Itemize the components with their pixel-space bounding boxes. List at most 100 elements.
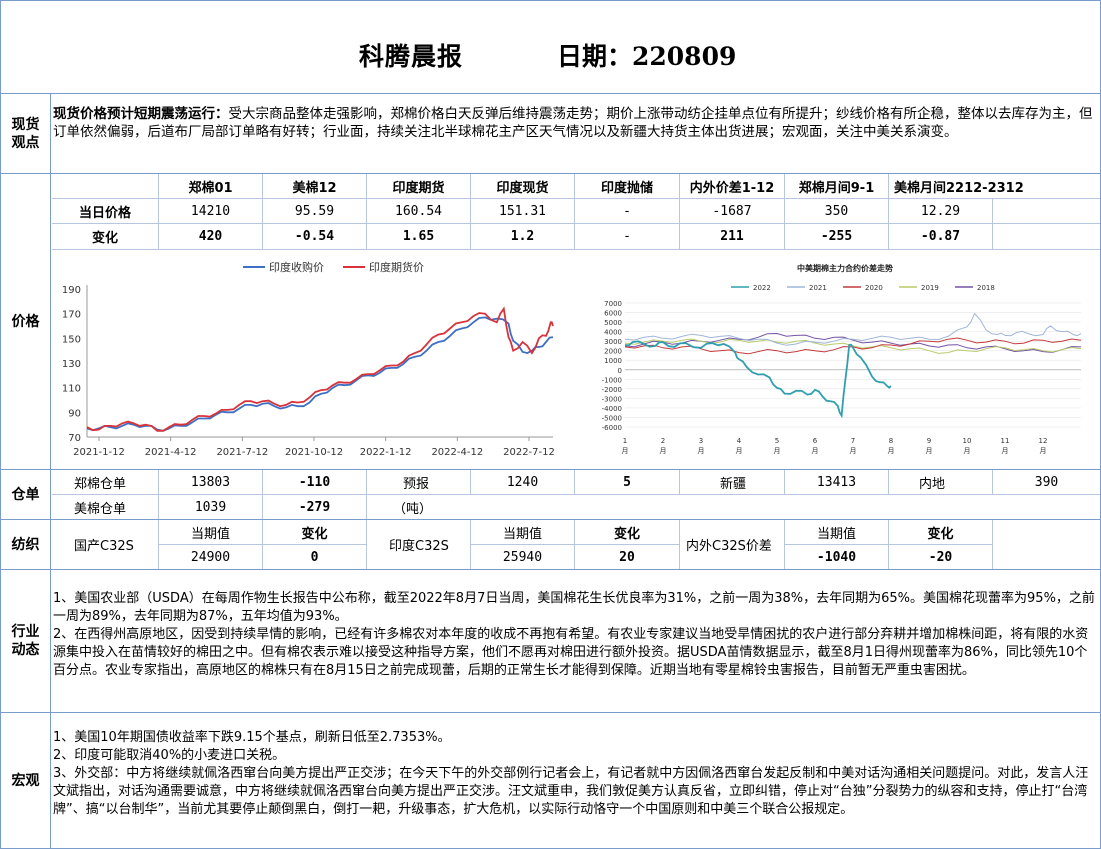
xinjiang-label: 新疆 <box>680 470 785 495</box>
domestic-yarn-value: 24900 <box>159 545 263 569</box>
change-value: 1.65 <box>367 224 471 250</box>
x-tick-label: 11 <box>1001 437 1010 445</box>
x-tick-label: 月 <box>926 447 933 455</box>
x-tick-label: 2022-1-12 <box>360 447 412 458</box>
x-tick-label: 月 <box>1002 447 1009 455</box>
x-tick-label: 7 <box>851 437 855 445</box>
y-tick-label: -1000 <box>602 376 622 384</box>
today-price-value: 350 <box>785 199 889 224</box>
legend-label: 2018 <box>977 284 995 292</box>
y-tick-label: 3000 <box>604 338 622 346</box>
legend-label: 2020 <box>865 284 883 292</box>
legend-label: 印度期货价 <box>369 260 424 274</box>
x-tick-label: 月 <box>850 447 857 455</box>
textile-section: 纺织 国产C32S 当期值 变化 24900 0 印度C32S 当期值 变化 2… <box>0 520 1101 570</box>
forecast-label: 预报 <box>367 470 471 495</box>
today-price-label: 当日价格 <box>52 199 159 224</box>
industry-label: 行业 动态 <box>1 570 51 712</box>
industry-paragraph: 1、美国农业部（USDA）在每周作物生长报告中公布称，截至2022年8月7日当周… <box>53 591 1095 624</box>
y-tick-label: 150 <box>62 334 81 345</box>
macro-paragraph: 2、印度可能取消40%的小麦进口关税。 <box>53 748 286 763</box>
x-tick-label: 月 <box>774 447 781 455</box>
today-price-value: 12.29 <box>889 199 993 224</box>
yarn-spread-value: -1040 <box>785 545 889 569</box>
change-header: 变化 <box>575 520 680 545</box>
x-tick-label: 2021-4-12 <box>145 447 197 458</box>
macro-paragraph: 1、美国10年期国债收益率下跌9.15个基点，刷新日低至2.7353%。 <box>53 730 451 745</box>
report-header: 科腾晨报 日期：220809 <box>0 0 1101 94</box>
legend-label: 2019 <box>921 284 939 292</box>
empty-cell <box>993 224 1100 250</box>
change-value: 211 <box>680 224 785 250</box>
y-tick-label: 6000 <box>604 310 622 318</box>
x-tick-label: 10 <box>963 437 972 445</box>
empty-cell <box>993 199 1100 224</box>
legend-label: 2022 <box>753 284 771 292</box>
y-tick-label: -3000 <box>602 395 622 403</box>
empty-cell <box>993 520 1100 569</box>
india-yarn-label: 印度C32S <box>367 520 471 569</box>
spot-view-text: 现货价格预计短期震荡运行：受大宗商品整体走强影响，郑棉价格白天反弹后维持震荡走势… <box>53 105 1096 141</box>
price-header: 印度现货 <box>471 174 575 199</box>
domestic-yarn-change: 0 <box>263 545 367 569</box>
price-table-corner <box>52 174 159 199</box>
today-price-value: -1687 <box>680 199 785 224</box>
y-tick-label: -6000 <box>602 424 622 432</box>
legend-label: 印度收购价 <box>269 260 324 274</box>
y-tick-label: -4000 <box>602 405 622 413</box>
spot-body: 受大宗商品整体走强影响，郑棉价格白天反弹后维持震荡走势；期价上涨带动纺企挂单点位… <box>53 106 1093 140</box>
current-value-header: 当期值 <box>159 520 263 545</box>
change-value: - <box>575 224 680 250</box>
x-tick-label: 月 <box>622 447 629 455</box>
y-tick-label: 90 <box>68 408 81 419</box>
spot-view-label: 现货 观点 <box>1 94 51 173</box>
us-warehouse-change: -279 <box>263 495 367 519</box>
price-header: 印度期货 <box>367 174 471 199</box>
x-tick-label: 4 <box>737 437 742 445</box>
x-tick-label: 5 <box>775 437 779 445</box>
x-tick-label: 月 <box>888 447 895 455</box>
change-label: 变化 <box>52 224 159 250</box>
change-value: -255 <box>785 224 889 250</box>
price-label: 价格 <box>1 174 51 469</box>
spot-headline: 现货价格预计短期震荡运行： <box>53 106 229 122</box>
series-line-futures <box>86 306 554 432</box>
x-tick-label: 2021-1-12 <box>73 447 125 458</box>
x-tick-label: 2022-4-12 <box>431 447 483 458</box>
y-tick-label: 170 <box>62 310 81 321</box>
y-tick-label: 5000 <box>604 319 622 327</box>
warehouse-label: 仓单 <box>1 470 51 519</box>
y-tick-label: 70 <box>68 433 81 444</box>
zz-warehouse-change: -110 <box>263 470 367 495</box>
current-value-header: 当期值 <box>785 520 889 545</box>
x-tick-label: 2 <box>661 437 665 445</box>
macro-text: 1、美国10年期国债收益率下跌9.15个基点，刷新日低至2.7353%。 2、印… <box>53 729 1096 819</box>
warehouse-section: 仓单 郑棉仓单 13803 -110 预报 1240 5 新疆 13413 内地… <box>0 470 1101 520</box>
spot-view-section: 现货 观点 现货价格预计短期震荡运行：受大宗商品整体走强影响，郑棉价格白天反弹后维… <box>0 94 1101 174</box>
domestic-yarn-label: 国产C32S <box>52 520 159 569</box>
india-yarn-value: 25940 <box>471 545 575 569</box>
x-tick-label: 6 <box>813 437 818 445</box>
today-price-value: - <box>575 199 680 224</box>
y-tick-label: 110 <box>62 384 81 395</box>
y-tick-label: 130 <box>62 359 81 370</box>
series-line-2022 <box>624 340 892 419</box>
india-yarn-change: 20 <box>575 545 680 569</box>
price-table: 郑棉01 美棉12 印度期货 印度现货 印度抛储 内外价差1-12 郑棉月间9-… <box>52 174 1100 250</box>
change-value: -0.87 <box>889 224 993 250</box>
macro-section: 宏观 1、美国10年期国债收益率下跌9.15个基点，刷新日低至2.7353%。 … <box>0 713 1101 849</box>
x-tick-label: 月 <box>698 447 705 455</box>
x-tick-label: 1 <box>623 437 627 445</box>
x-tick-label: 8 <box>889 437 893 445</box>
x-tick-label: 月 <box>964 447 971 455</box>
price-header: 印度抛储 <box>575 174 680 199</box>
textile-label: 纺织 <box>1 520 51 569</box>
series-line-2019 <box>624 338 1082 354</box>
report-date: 日期：220809 <box>557 42 737 71</box>
textile-table: 国产C32S 当期值 变化 24900 0 印度C32S 当期值 变化 2594… <box>52 520 1100 569</box>
change-value: -0.54 <box>263 224 367 250</box>
x-tick-label: 2022-7-12 <box>503 447 555 458</box>
yarn-spread-label: 内外C32S价差 <box>680 520 785 569</box>
industry-paragraph: 2、在西得州高原地区，因受到持续旱情的影响，已经有许多棉农对本年度的收成不再抱有… <box>53 627 1089 678</box>
